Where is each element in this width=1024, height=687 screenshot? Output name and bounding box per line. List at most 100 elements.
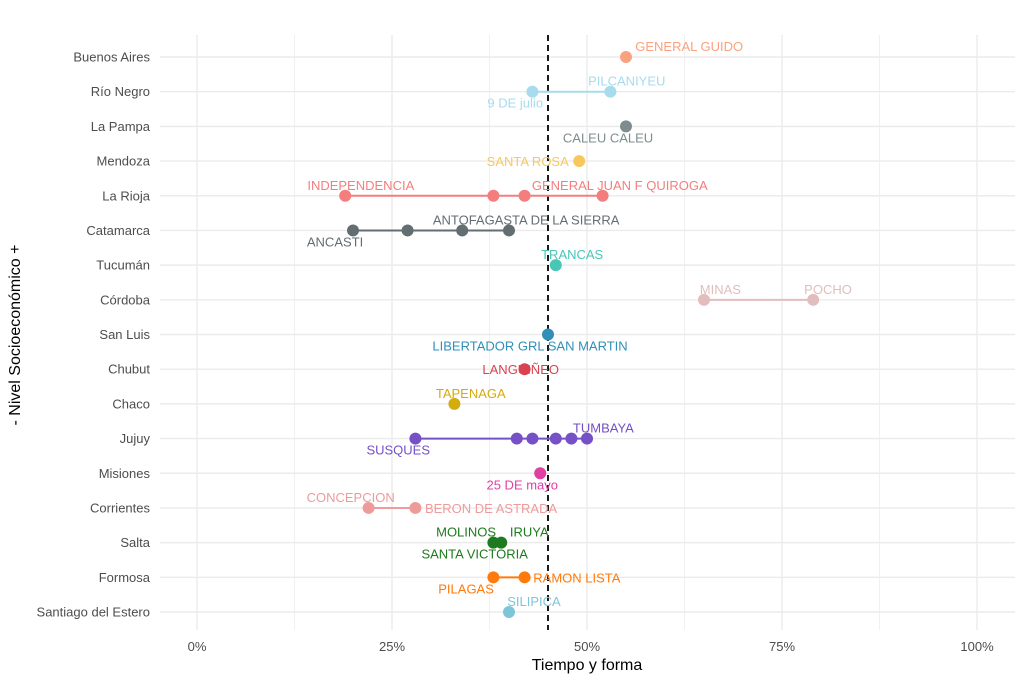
y-tick-label: Santiago del Estero <box>37 605 150 620</box>
row-la-pampa: CALEU CALEU <box>563 120 653 145</box>
data-point <box>409 501 422 514</box>
point-label: BERON DE ASTRADA <box>425 501 558 516</box>
data-point <box>503 224 515 237</box>
x-tick-label: 75% <box>769 639 795 654</box>
point-label: MOLINOS <box>436 525 496 540</box>
point-label: GENERAL GUIDO <box>635 39 743 54</box>
row-chubut: LANGUIÑEO <box>482 362 559 377</box>
data-point <box>518 571 531 584</box>
x-axis-labels: 0% 25% 50% 75% 100% <box>188 639 994 654</box>
point-label: 9 DE julio <box>487 96 543 111</box>
row-mendoza: SANTA ROSA <box>487 154 586 169</box>
data-point <box>526 432 539 445</box>
y-tick-label: Chubut <box>108 362 150 377</box>
point-label: SILIPICA <box>507 594 561 609</box>
data-point <box>581 432 593 445</box>
y-tick-label: Jujuy <box>120 431 151 446</box>
x-tick-label: 100% <box>960 639 994 654</box>
marks: GENERAL GUIDO PILCANIYEU 9 DE julio CALEU C… <box>307 39 852 618</box>
point-label: SUSQUES <box>366 443 430 458</box>
row-misiones: 25 DE mayo <box>486 467 558 492</box>
data-point <box>456 224 469 237</box>
row-san-luis: LIBERTADOR GRL SAN MARTIN <box>432 328 628 354</box>
data-point <box>542 328 554 341</box>
data-point <box>518 189 531 202</box>
data-point <box>573 155 586 168</box>
point-label: PILCANIYEU <box>588 74 665 89</box>
point-label: MINAS <box>700 282 742 297</box>
y-tick-label: Corrientes <box>90 500 150 515</box>
y-tick-label: San Luis <box>99 327 150 342</box>
grid <box>160 35 1015 630</box>
row-jujuy: TUMBAYA SUSQUES <box>366 421 634 458</box>
y-axis-labels: Buenos Aires Río Negro La Pampa Mendoza La R… <box>37 50 151 620</box>
data-point <box>549 432 562 445</box>
point-label: LANGUIÑEO <box>482 362 559 377</box>
y-tick-label: Catamarca <box>86 223 150 238</box>
data-point <box>596 189 609 202</box>
y-tick-label: Formosa <box>99 570 151 585</box>
y-tick-label: La Rioja <box>102 188 150 203</box>
point-label: PILAGAS <box>438 581 494 596</box>
data-point <box>565 432 578 445</box>
x-tick-label: 25% <box>379 639 405 654</box>
y-tick-label: Salta <box>120 535 150 550</box>
row-córdoba: MINAS POCHO <box>698 282 852 306</box>
row-formosa: PILAGAS RAMON LISTA <box>438 570 620 596</box>
data-point <box>448 397 461 410</box>
row-catamarca: ANTOFAGASTA DE LA SIERRA ANCASTI <box>307 212 620 249</box>
y-tick-label: Chaco <box>112 396 150 411</box>
point-label: 25 DE mayo <box>486 477 558 492</box>
data-point <box>495 536 508 549</box>
x-tick-label: 50% <box>574 639 600 654</box>
y-tick-label: La Pampa <box>91 119 151 134</box>
x-tick-label: 0% <box>188 639 207 654</box>
data-point <box>526 85 539 98</box>
point-label: IRUYA <box>510 525 549 540</box>
y-tick-label: Río Negro <box>91 84 150 99</box>
row-santiago-del-estero: SILIPICA <box>503 594 561 618</box>
data-point <box>604 85 617 98</box>
point-label: GENERAL JUAN F QUIROGA <box>532 178 708 193</box>
row-tucumán: TRANCAS <box>541 247 604 272</box>
data-point <box>401 224 414 237</box>
point-label: RAMON LISTA <box>533 570 620 585</box>
data-point <box>620 51 632 63</box>
data-point <box>534 467 547 480</box>
y-tick-label: Buenos Aires <box>73 50 150 65</box>
y-tick-label: Córdoba <box>100 292 151 307</box>
row-la-rioja: INDEPENDENCIA GENERAL JUAN F QUIROGA <box>307 178 708 202</box>
point-label: SANTA VICTORIA <box>421 547 528 562</box>
data-point <box>347 224 359 237</box>
data-point <box>510 432 523 445</box>
point-label: SANTA ROSA <box>487 154 569 169</box>
point-label: TRANCAS <box>541 247 603 262</box>
row-corrientes: CONCEPCION BERON DE ASTRADA <box>307 490 558 516</box>
data-point <box>620 120 632 133</box>
row-chaco: TAPENAGA <box>436 386 506 410</box>
data-point <box>362 501 375 514</box>
y-tick-label: Tucumán <box>96 258 150 273</box>
row-salta: MOLINOS IRUYA SANTA VICTORIA <box>421 525 549 562</box>
data-point <box>698 293 710 306</box>
point-label: INDEPENDENCIA <box>307 178 414 193</box>
data-point <box>549 259 562 272</box>
point-label: CALEU CALEU <box>563 130 653 145</box>
data-point <box>503 606 515 618</box>
row-buenos-aires: GENERAL GUIDO <box>620 39 743 63</box>
point-label: ANTOFAGASTA DE LA SIERRA <box>433 212 620 227</box>
data-point <box>339 189 352 202</box>
data-point <box>807 293 820 306</box>
y-tick-label: Misiones <box>99 466 151 481</box>
point-label: TUMBAYA <box>573 421 634 436</box>
data-point <box>487 189 500 202</box>
row-río-negro: PILCANIYEU 9 DE julio <box>487 74 665 111</box>
point-label: LIBERTADOR GRL SAN MARTIN <box>432 339 627 354</box>
y-tick-label: Mendoza <box>97 154 151 169</box>
point-label: POCHO <box>804 282 852 297</box>
point-label: TAPENAGA <box>436 386 506 401</box>
point-label: CONCEPCION <box>307 490 395 505</box>
data-point <box>518 363 531 376</box>
x-axis-title: Tiempo y forma <box>532 657 643 674</box>
